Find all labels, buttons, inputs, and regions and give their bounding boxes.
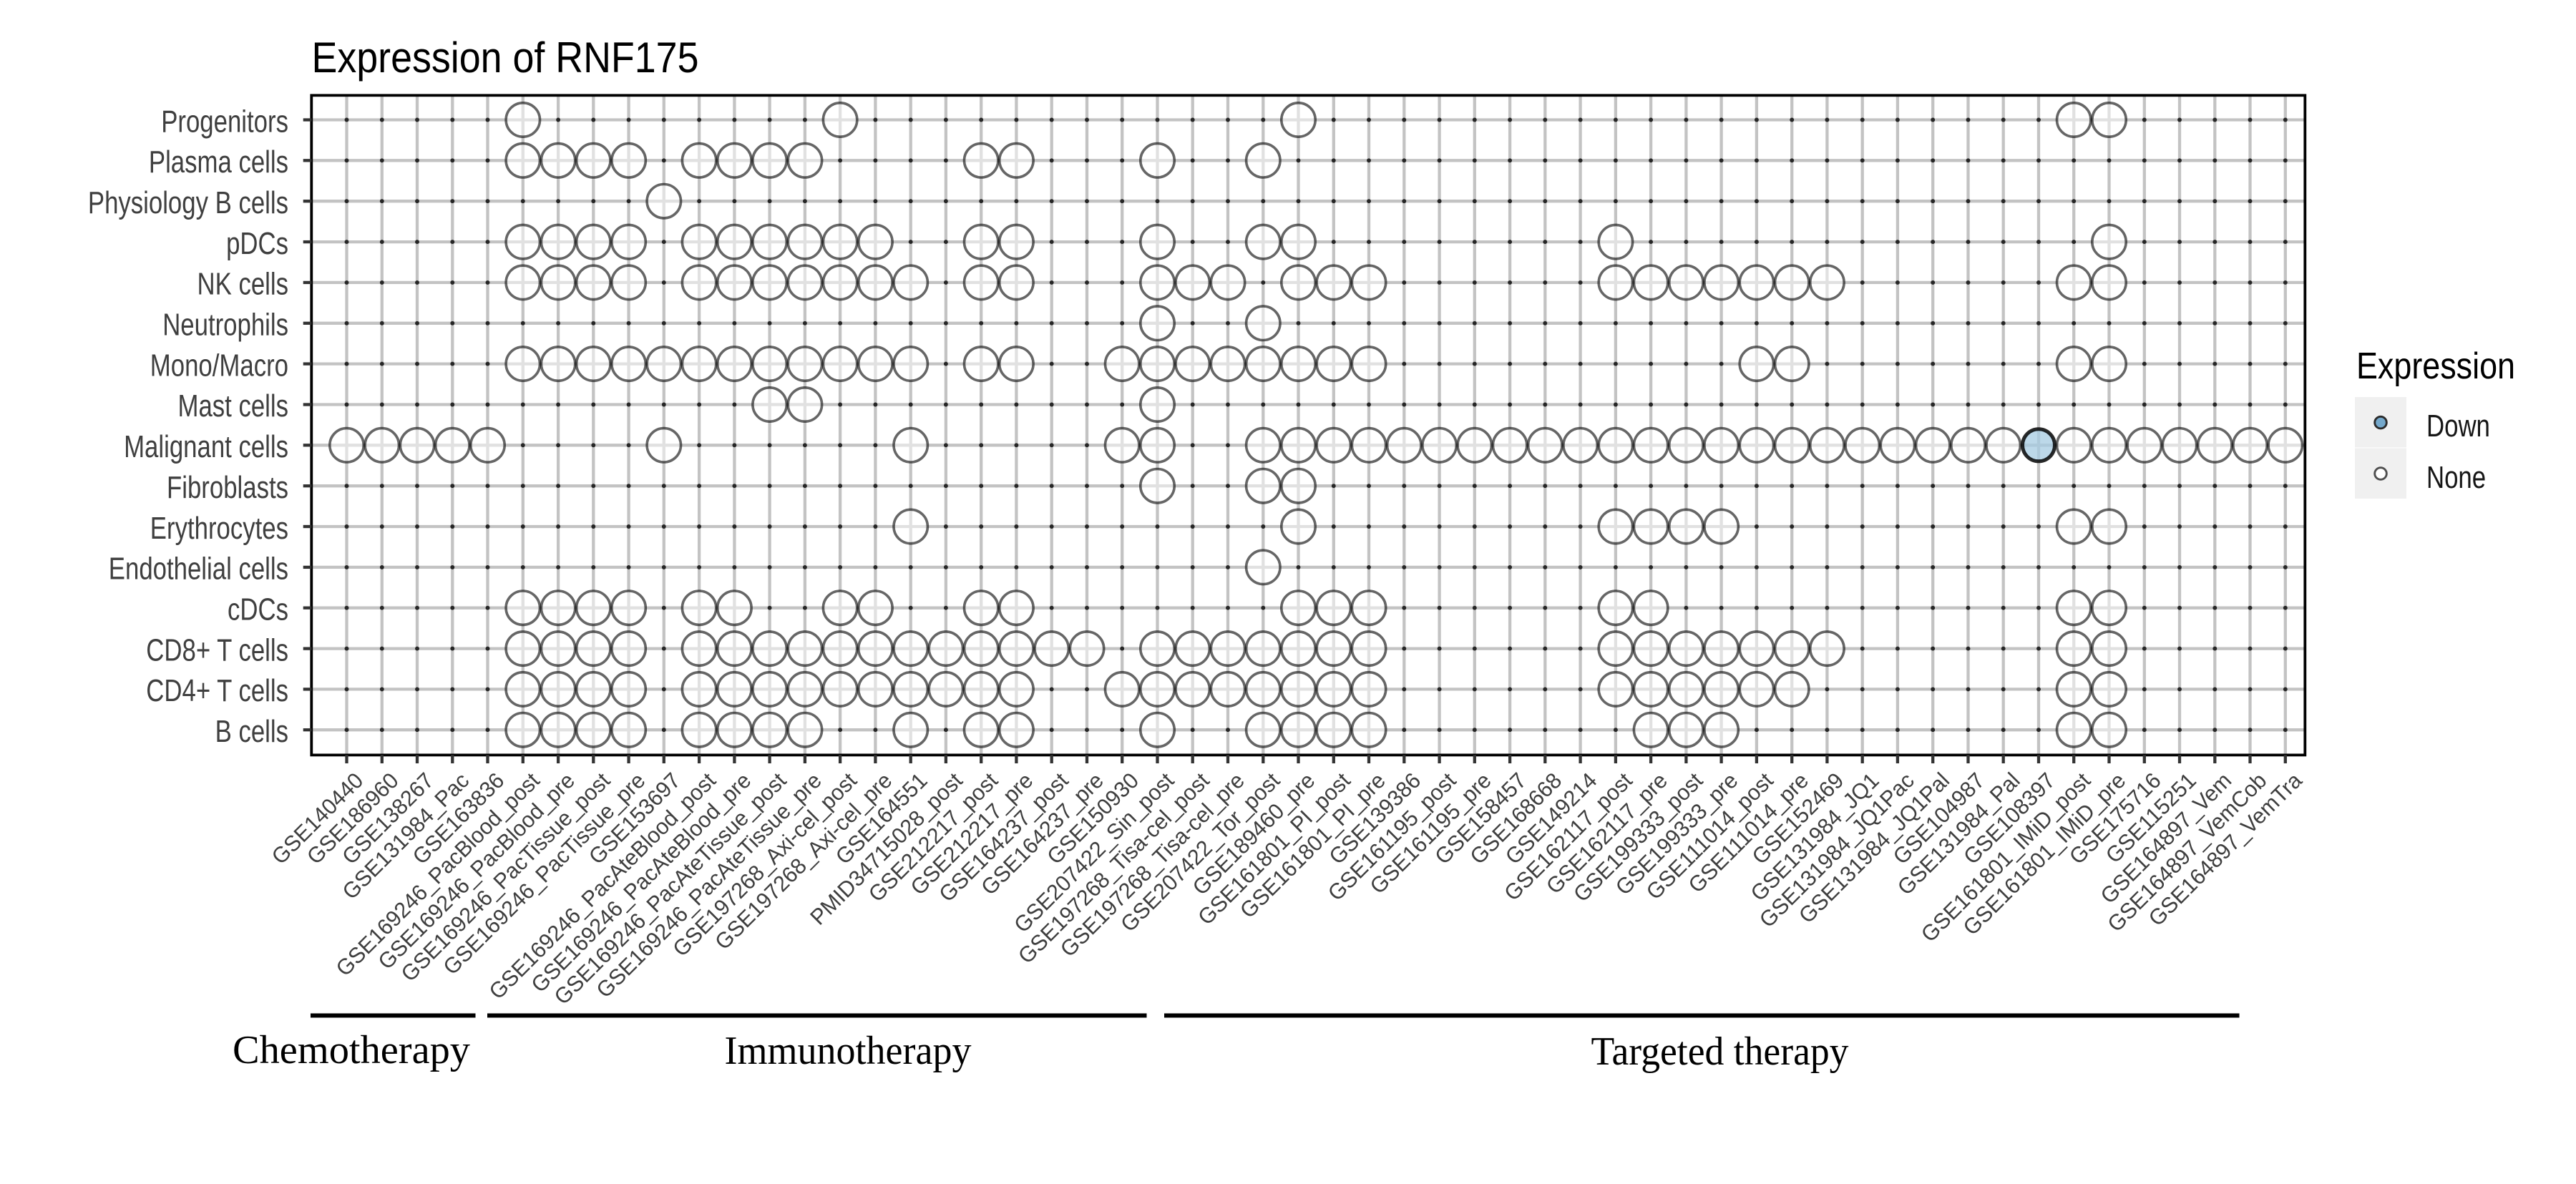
svg-text:None: None bbox=[2426, 460, 2486, 495]
svg-text:Expression: Expression bbox=[2356, 346, 2515, 387]
svg-text:Physiology B cells: Physiology B cells bbox=[88, 185, 288, 220]
svg-text:Plasma cells: Plasma cells bbox=[149, 145, 288, 180]
svg-text:Down: Down bbox=[2426, 408, 2490, 444]
svg-text:Endothelial cells: Endothelial cells bbox=[109, 552, 288, 587]
svg-text:Malignant cells: Malignant cells bbox=[124, 429, 288, 464]
svg-text:Targeted therapy: Targeted therapy bbox=[1591, 1029, 1850, 1074]
svg-text:Expression of RNF175: Expression of RNF175 bbox=[312, 34, 699, 82]
svg-text:CD8+ T cells: CD8+ T cells bbox=[146, 632, 288, 667]
svg-text:B cells: B cells bbox=[215, 714, 288, 749]
svg-text:Progenitors: Progenitors bbox=[161, 104, 288, 139]
svg-text:Neutrophils: Neutrophils bbox=[162, 308, 288, 343]
svg-text:NK cells: NK cells bbox=[197, 267, 289, 302]
svg-text:pDCs: pDCs bbox=[226, 226, 288, 261]
svg-text:Immunotherapy: Immunotherapy bbox=[725, 1029, 972, 1073]
svg-text:Fibroblasts: Fibroblasts bbox=[167, 470, 288, 505]
svg-text:Erythrocytes: Erythrocytes bbox=[150, 511, 288, 546]
svg-text:CD4+ T cells: CD4+ T cells bbox=[146, 673, 288, 708]
svg-text:Chemotherapy: Chemotherapy bbox=[233, 1028, 471, 1072]
svg-text:Mono/Macro: Mono/Macro bbox=[150, 348, 288, 383]
svg-text:Mast cells: Mast cells bbox=[178, 388, 289, 424]
svg-text:cDCs: cDCs bbox=[228, 592, 288, 627]
